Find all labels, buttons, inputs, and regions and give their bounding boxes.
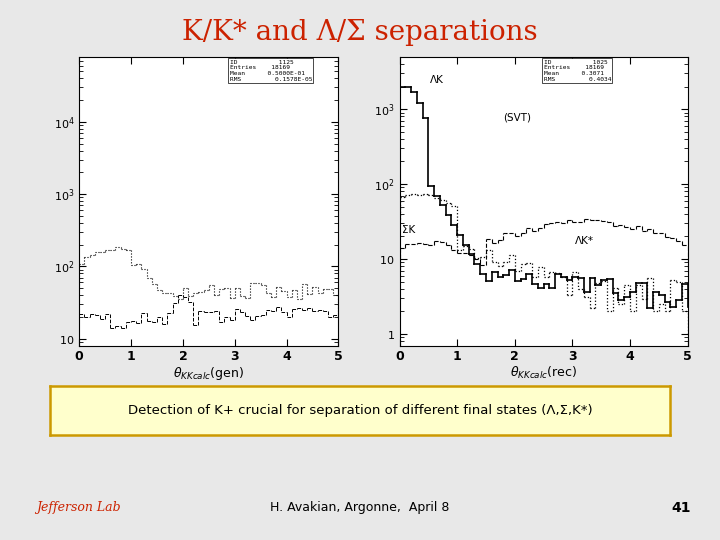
Text: Jefferson Lab: Jefferson Lab — [36, 501, 121, 514]
Text: (SVT): (SVT) — [503, 113, 531, 123]
Text: Detection of K+ crucial for separation of different final states (Λ,Σ,K*): Detection of K+ crucial for separation o… — [127, 404, 593, 417]
Text: ΛK*: ΛK* — [575, 236, 594, 246]
Text: ΛK: ΛK — [430, 76, 444, 85]
Text: ID           1125
Entries    18169
Mean      0.5000E-01
RMS         0.1578E-05: ID 1125 Entries 18169 Mean 0.5000E-01 RM… — [230, 59, 312, 82]
X-axis label: $\theta_{KKcalc}$(rec): $\theta_{KKcalc}$(rec) — [510, 365, 577, 381]
Text: H. Avakian, Argonne,  April 8: H. Avakian, Argonne, April 8 — [270, 501, 450, 514]
Text: 41: 41 — [672, 501, 691, 515]
Text: K/K* and Λ/Σ separations: K/K* and Λ/Σ separations — [182, 19, 538, 46]
Text: ΣK: ΣK — [402, 225, 415, 235]
Text: ID           1025
Entries    18169
Mean      0.3071
RMS         0.4034: ID 1025 Entries 18169 Mean 0.3071 RMS 0.… — [544, 59, 611, 82]
X-axis label: $\theta_{KKcalc}$(gen): $\theta_{KKcalc}$(gen) — [174, 365, 244, 382]
